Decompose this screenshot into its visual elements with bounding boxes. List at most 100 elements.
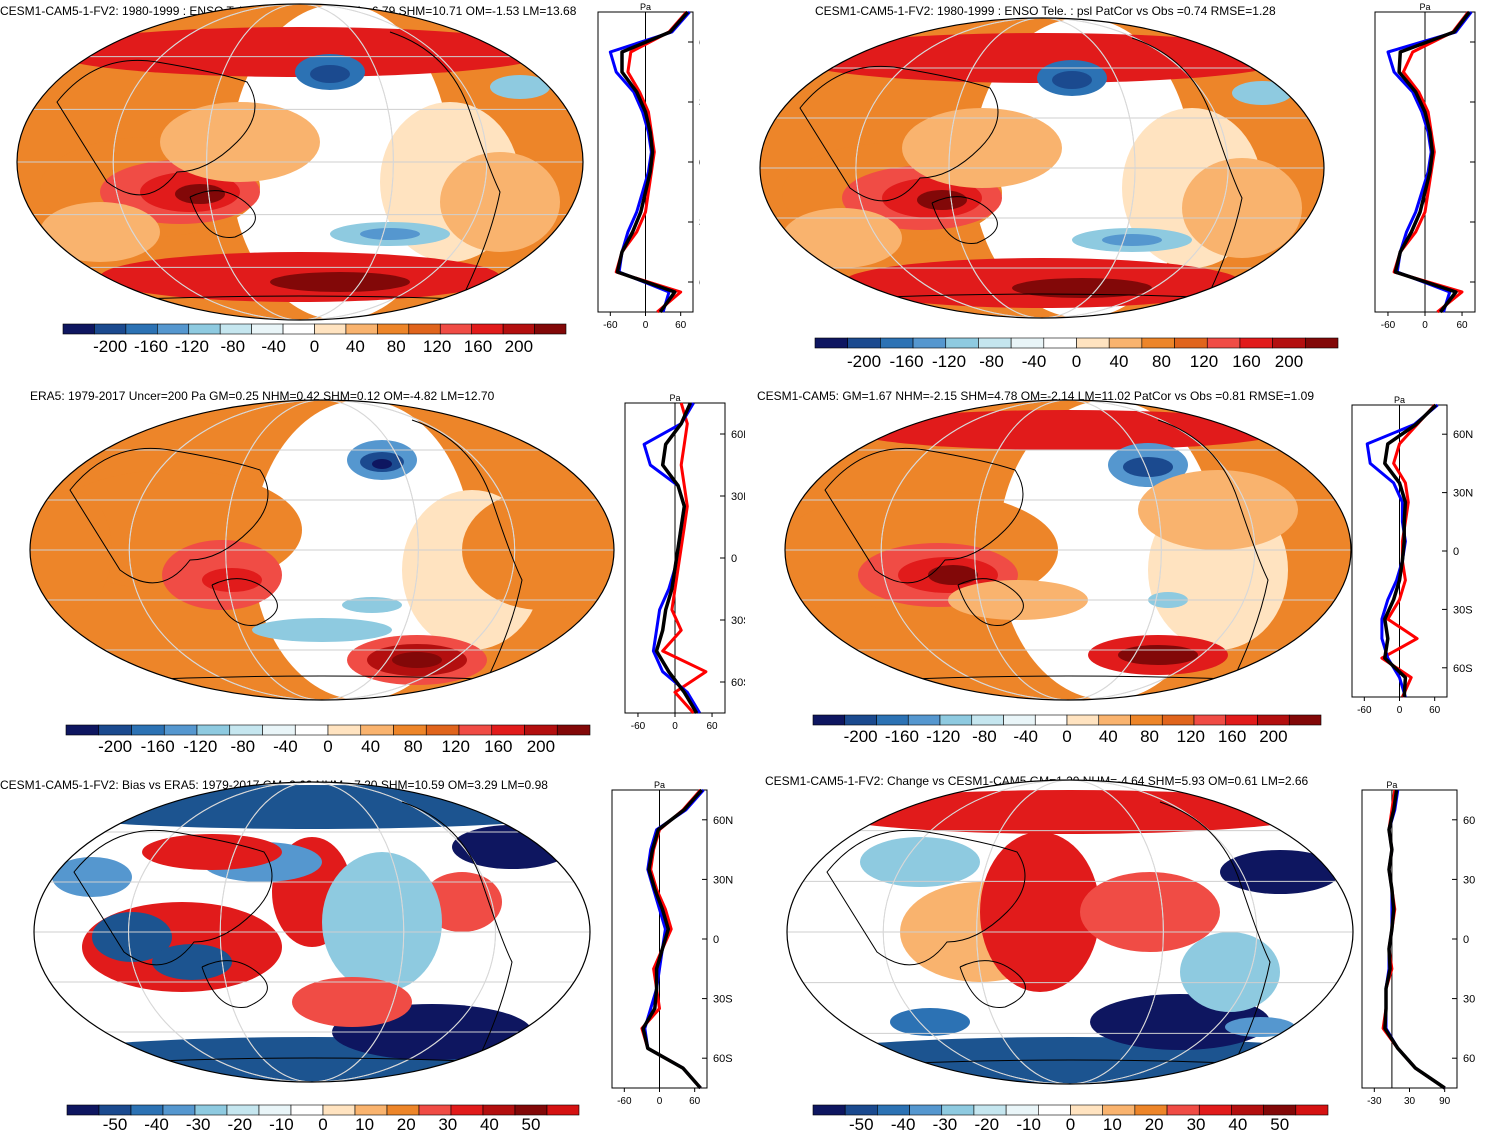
colorbar-swatch (1141, 337, 1175, 349)
colorbar-swatch (482, 1104, 516, 1116)
colorbar-label: -120 (926, 727, 960, 746)
colorbar-label: 50 (1270, 1115, 1289, 1134)
anomaly-blob (1052, 71, 1092, 89)
anomaly-blob (1138, 470, 1298, 550)
colorbar-label: -80 (231, 737, 256, 756)
colorbar-label: 120 (1177, 727, 1205, 746)
profile-x-tick-label: -60 (1381, 320, 1396, 331)
colorbar-swatch (262, 724, 296, 736)
colorbar-swatch (65, 724, 100, 736)
colorbar-label: -200 (844, 727, 878, 746)
profile-lat-label: 0 (1453, 546, 1459, 558)
colorbar-swatch (1272, 337, 1306, 349)
colorbar-swatch (844, 714, 877, 726)
colorbar-label: 0 (323, 737, 332, 756)
longitude-line (206, 4, 394, 320)
colorbar-label: -160 (134, 337, 168, 356)
colorbar-label: -40 (1022, 352, 1047, 371)
anomaly-blob (1220, 850, 1340, 894)
anomaly-blob (50, 27, 550, 77)
profile-unit-label: Pa (1394, 395, 1405, 405)
profile-series-mean (641, 788, 704, 1090)
colorbar-label: 10 (1103, 1115, 1122, 1134)
profile-lat-label: 60N (1453, 429, 1473, 441)
anomaly-blob (820, 790, 1320, 834)
anomaly-blob (152, 944, 232, 980)
colorbar-swatch (844, 1104, 878, 1116)
colorbar-swatch (877, 1104, 910, 1116)
colorbar-swatch (973, 1104, 1007, 1116)
colorbar-swatch (939, 714, 973, 726)
colorbar-label: 200 (505, 337, 533, 356)
profile-series-model (661, 402, 708, 714)
colorbar-swatch (282, 323, 315, 335)
anomaly-blob (252, 618, 392, 642)
anomaly-blob (360, 228, 420, 240)
map-field (787, 780, 1353, 1084)
colorbar-swatch (1295, 1104, 1329, 1116)
longitude-line (855, 18, 1229, 318)
profile-x-tick-label: 60 (1456, 320, 1468, 331)
colorbar-label: 200 (1259, 727, 1287, 746)
anomaly-blob (310, 65, 350, 83)
colorbar-label: -50 (849, 1115, 874, 1134)
colorbar-label: 30 (1187, 1115, 1206, 1134)
anomaly-blob (1225, 1017, 1295, 1037)
map-border (33, 781, 591, 1083)
anomaly-blob (848, 410, 1288, 450)
coastline (411, 419, 523, 691)
colorbar-label: 50 (522, 1115, 541, 1134)
colorbar-swatch (1070, 1104, 1103, 1116)
profile-lat-label: 60N (713, 815, 733, 827)
longitude-line (128, 782, 496, 1082)
profile-x-tick-label: 30 (1404, 1096, 1416, 1107)
profile-series-mean (1393, 10, 1471, 314)
colorbar-label: 0 (310, 337, 319, 356)
colorbar-swatch (1098, 714, 1131, 726)
profile-lat-label: 60S (731, 677, 745, 689)
colorbar-swatch (1198, 1104, 1232, 1116)
longitude-line (225, 400, 419, 700)
profile-lat-label: 30S (699, 217, 700, 229)
profile-x-tick-label: 0 (657, 1096, 663, 1107)
colorbar-label: -10 (1016, 1115, 1041, 1134)
colorbar-swatch (1305, 337, 1339, 349)
colorbar-label: -160 (890, 352, 924, 371)
profile-lat-label: 60 (1463, 1053, 1475, 1065)
anomaly-blob (160, 102, 320, 182)
colorbar-label: 0 (1066, 1115, 1075, 1134)
profile-unit-label: Pa (1419, 2, 1430, 12)
colorbar-swatch (226, 1104, 260, 1116)
colorbar-swatch (290, 1104, 324, 1116)
colorbar-swatch (1239, 337, 1273, 349)
colorbar-label: 20 (397, 1115, 416, 1134)
longitude-line (974, 400, 1162, 700)
map-border (786, 779, 1354, 1085)
colorbar-swatch (98, 1104, 132, 1116)
colorbar-label: 120 (442, 737, 470, 756)
colorbar-label: 160 (1232, 352, 1260, 371)
panel-change-vs-cam5: CESM1-CAM5-1-FV2: Change vs CESM1-CAM5 G… (745, 770, 1489, 1138)
colorbar-label: 160 (464, 337, 492, 356)
colorbar-swatch (327, 724, 362, 736)
anomaly-blob (322, 852, 442, 992)
colorbar-label: 160 (484, 737, 512, 756)
profile-x-tick-label: 90 (1439, 1096, 1451, 1107)
longitude-line (128, 400, 516, 700)
profile-x-tick-label: 60 (675, 320, 687, 331)
colorbar-label: -40 (1013, 727, 1038, 746)
colorbar-swatch (162, 1104, 196, 1116)
colorbar-swatch (157, 323, 190, 335)
profile-x-tick-label: 60 (689, 1096, 701, 1107)
profile-lat-label: 0 (1463, 934, 1469, 946)
colorbar-swatch (1174, 337, 1208, 349)
colorbar-label: -30 (933, 1115, 958, 1134)
coastline (401, 801, 513, 1073)
colorbar-swatch (1108, 337, 1143, 349)
profile-x-tick-label: 0 (1397, 705, 1403, 716)
colorbar-swatch (556, 724, 591, 736)
anomaly-blob (1080, 872, 1220, 952)
colorbar-label: 20 (1145, 1115, 1164, 1134)
anomaly-blob (92, 912, 172, 962)
colorbar-label: -40 (273, 737, 298, 756)
